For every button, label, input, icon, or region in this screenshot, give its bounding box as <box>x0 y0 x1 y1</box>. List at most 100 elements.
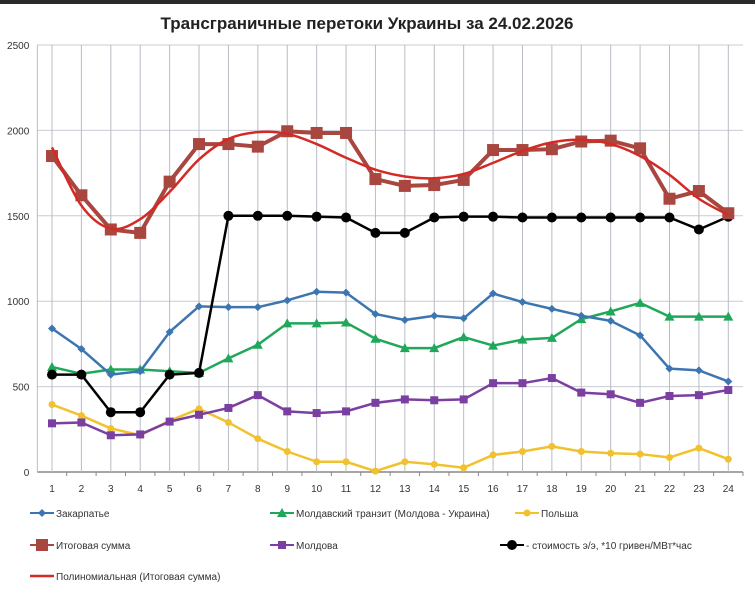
data-point <box>136 367 145 376</box>
legend-label: Закарпатье <box>56 509 110 520</box>
legend-marker <box>523 509 531 517</box>
x-tick-label: 10 <box>311 484 323 495</box>
data-point <box>429 212 440 223</box>
data-point <box>193 138 206 151</box>
data-point <box>724 377 733 386</box>
data-point <box>195 410 204 419</box>
data-point <box>399 227 410 238</box>
data-point <box>430 396 439 405</box>
data-point <box>369 173 382 186</box>
data-point <box>134 226 147 239</box>
x-tick-label: 4 <box>137 484 143 495</box>
x-tick-label: 21 <box>635 484 647 495</box>
data-point <box>576 212 587 223</box>
x-tick-label: 2 <box>79 484 85 495</box>
data-point <box>341 317 352 327</box>
data-point <box>252 210 263 221</box>
data-point <box>664 212 675 223</box>
legend-label: Молдавский транзит (Молдова - Украина) <box>296 509 490 520</box>
data-point <box>253 303 262 312</box>
x-tick-label: 5 <box>167 484 173 495</box>
data-point <box>224 418 232 426</box>
x-tick-label: 11 <box>341 484 352 495</box>
data-point <box>283 407 292 416</box>
data-point <box>722 207 735 220</box>
data-point <box>518 379 527 388</box>
x-tick-label: 17 <box>517 484 529 495</box>
legend-item-moldova: Молдова <box>270 541 338 552</box>
y-tick-label: 1500 <box>7 212 30 223</box>
data-point <box>371 398 380 407</box>
data-point <box>135 407 146 418</box>
data-point <box>223 210 234 221</box>
series-moldova-transit <box>47 297 734 378</box>
data-point <box>459 395 468 404</box>
data-point <box>692 185 705 198</box>
data-point <box>723 311 734 321</box>
x-tick-label: 18 <box>546 484 558 495</box>
data-point <box>48 419 57 428</box>
data-point <box>75 189 88 202</box>
data-point <box>489 379 498 388</box>
data-point <box>458 211 469 222</box>
data-point <box>577 448 585 456</box>
x-tick-label: 23 <box>693 484 705 495</box>
x-tick-label: 15 <box>458 484 470 495</box>
data-point <box>163 175 176 188</box>
data-point <box>488 211 499 222</box>
legend-label: Польша <box>541 509 579 520</box>
data-point <box>636 450 644 458</box>
data-point <box>546 212 557 223</box>
data-point <box>342 458 350 466</box>
data-point <box>693 311 704 321</box>
series-price <box>47 210 734 418</box>
legend-marker <box>36 539 48 551</box>
data-point <box>694 391 703 400</box>
data-point <box>311 318 322 328</box>
data-point <box>224 403 233 412</box>
data-point <box>370 333 381 343</box>
data-point <box>251 140 264 153</box>
legend-item-zakarpattia: Закарпатье <box>30 509 110 520</box>
legend-label: Итоговая сумма <box>56 541 131 552</box>
data-point <box>310 126 323 139</box>
data-point <box>577 311 586 320</box>
series-moldova <box>48 374 733 440</box>
series-line <box>51 301 729 376</box>
data-point <box>224 303 233 312</box>
data-point <box>545 143 558 156</box>
x-tick-label: 1 <box>49 484 55 495</box>
data-point <box>164 369 175 380</box>
data-point <box>48 401 56 409</box>
data-point <box>282 210 293 221</box>
x-tick-label: 12 <box>370 484 382 495</box>
data-point <box>428 179 441 192</box>
data-point <box>665 364 674 373</box>
data-point <box>254 435 262 443</box>
y-tick-label: 500 <box>13 383 30 394</box>
x-tick-label: 3 <box>108 484 114 495</box>
data-point <box>282 318 293 328</box>
chart-title: Трансграничные перетоки Украины за 24.02… <box>161 14 574 33</box>
data-point <box>77 412 85 420</box>
data-point <box>664 311 675 321</box>
data-point <box>342 407 351 416</box>
data-point <box>489 289 498 298</box>
data-point <box>48 324 57 333</box>
y-tick-label: 2500 <box>7 41 30 52</box>
data-point <box>400 315 409 324</box>
series-line <box>52 214 729 414</box>
data-point <box>606 390 615 399</box>
x-tick-label: 16 <box>488 484 500 495</box>
data-point <box>459 314 468 323</box>
data-point <box>311 211 322 222</box>
data-point <box>724 386 733 395</box>
data-point <box>694 366 703 375</box>
legend-marker <box>277 508 287 517</box>
y-tick-label: 0 <box>24 468 30 479</box>
x-tick-label: 8 <box>255 484 261 495</box>
data-point <box>283 296 292 305</box>
data-point <box>663 192 676 205</box>
x-tick-label: 24 <box>723 484 735 495</box>
